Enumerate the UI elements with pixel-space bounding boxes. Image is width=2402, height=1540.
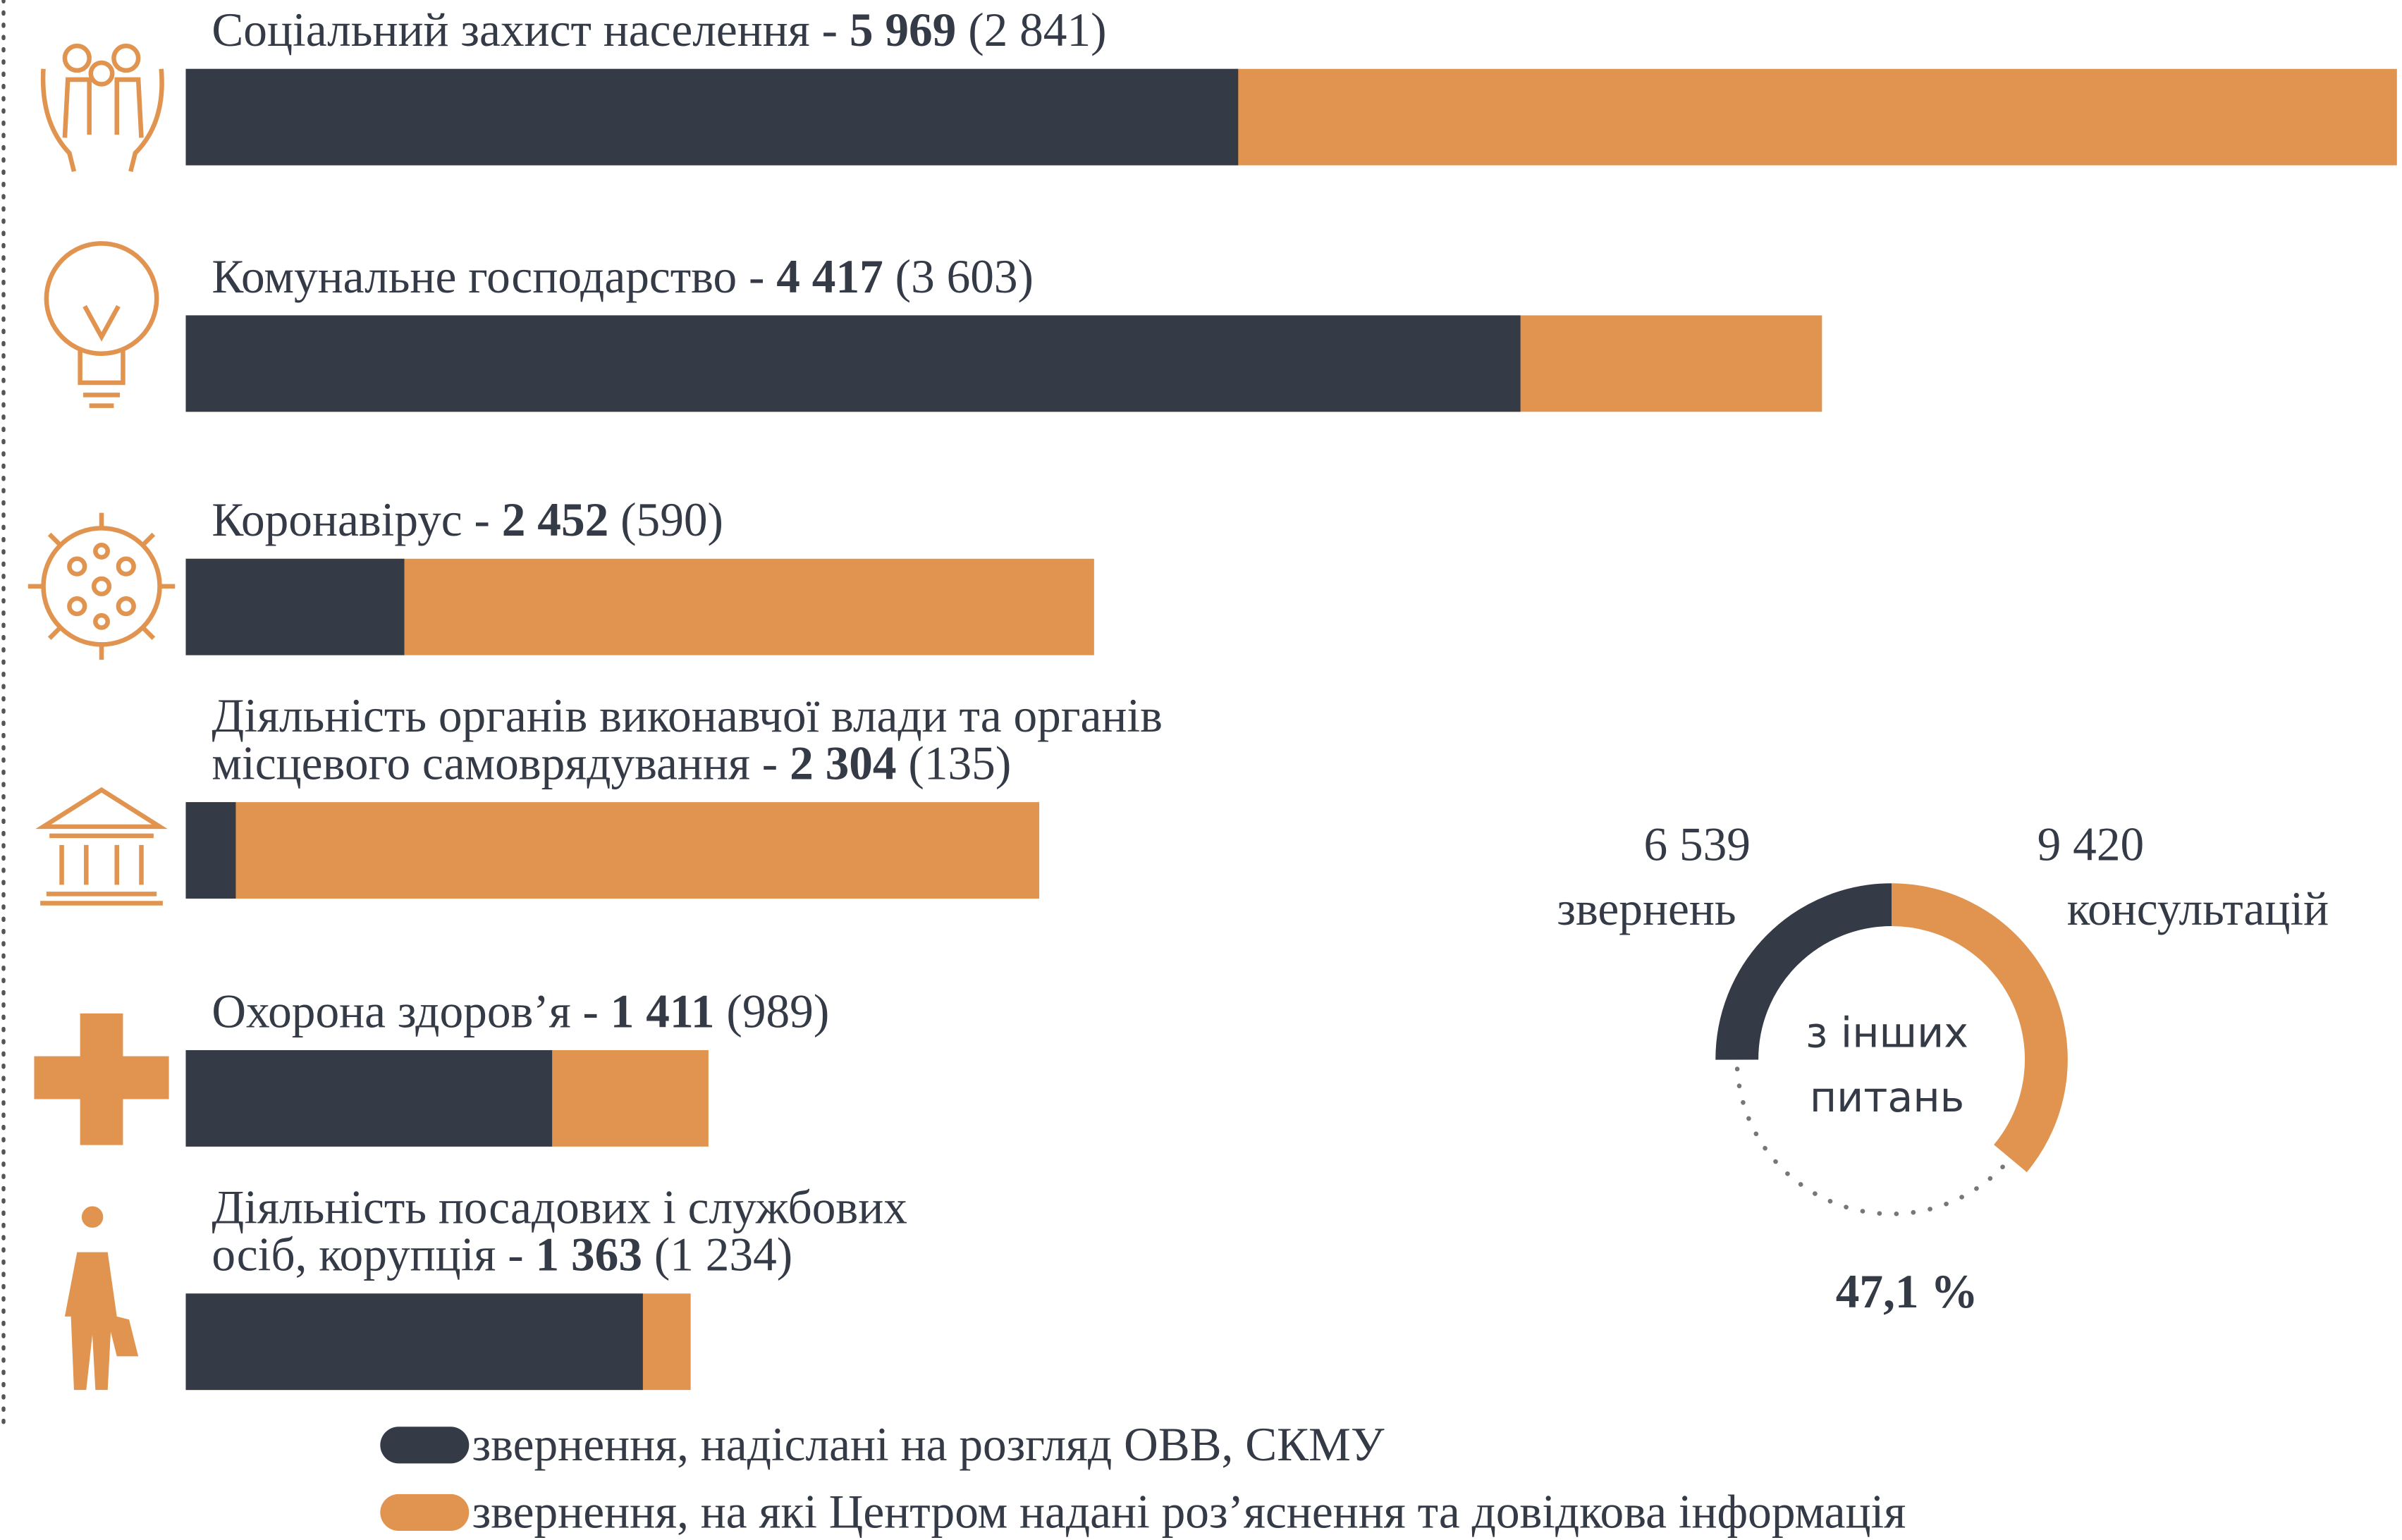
label-part: - <box>749 250 764 303</box>
label-part: 2 304 <box>790 737 897 790</box>
label-part: Коронавірус <box>212 493 462 546</box>
bar-sent <box>185 1049 553 1147</box>
category-label: Комунальне господарство - 4 417 (3 603) <box>212 250 1034 303</box>
donut-percent: 47,1 % <box>1836 1265 1978 1318</box>
label-part: 1 363 <box>536 1228 643 1281</box>
label-part: (135) <box>908 737 1011 790</box>
category-label: Охорона здоров’я - 1 411 (989) <box>212 985 829 1037</box>
category-label: Діяльність органів виконавчої влади та о… <box>212 689 1162 742</box>
icons <box>27 43 176 1391</box>
label-part: Діяльність органів виконавчої влади та о… <box>212 689 1162 742</box>
donut-center-label: питань <box>1810 1073 1964 1121</box>
legend-label: звернення, на які Центром надані роз’ясн… <box>472 1486 1906 1539</box>
label-part: Комунальне господарство <box>212 250 737 303</box>
bar-sent <box>185 802 236 899</box>
virus-icon <box>27 512 176 660</box>
label-part: - <box>474 493 490 546</box>
donut-label: консультацій <box>2067 882 2329 935</box>
donut-label: звернень <box>1557 882 1736 935</box>
label-part: Соціальний захист населення <box>212 4 809 56</box>
label-part: місцевого самоврядування <box>212 737 750 790</box>
label-part: - <box>822 4 838 56</box>
category-label: Соціальний захист населення - 5 969 (2 8… <box>212 4 1106 56</box>
donut-value: 6 539 <box>1643 818 1751 871</box>
hands-icon <box>40 43 164 173</box>
label-part: осіб, корупція <box>212 1228 496 1281</box>
bar-sent <box>185 68 1239 166</box>
category-label: Діяльність посадових і службових <box>212 1181 907 1233</box>
label-part: 2 452 <box>502 493 609 546</box>
cross-icon <box>34 1013 169 1145</box>
label-part: Охорона здоров’я <box>212 985 570 1037</box>
label-part: 1 411 <box>611 985 715 1037</box>
donut-value: 9 420 <box>2038 818 2145 871</box>
donut-segment <box>1891 883 2068 1173</box>
building-icon <box>35 787 168 906</box>
bar-sent <box>185 315 1521 412</box>
person-icon <box>64 1206 139 1391</box>
category-label: осіб, корупція - 1 363 (1 234) <box>212 1228 792 1281</box>
label-part: (1 234) <box>654 1228 792 1281</box>
label-part: Діяльність посадових і службових <box>212 1181 907 1233</box>
legend-swatch <box>380 1427 470 1464</box>
donut-segment <box>1715 883 1892 1061</box>
label-part: (3 603) <box>895 250 1034 303</box>
label-part: 4 417 <box>776 250 883 303</box>
legend-swatch <box>380 1493 470 1531</box>
category-label: Коронавірус - 2 452 (590) <box>212 493 723 546</box>
bar-total <box>185 802 1040 899</box>
bar-sent <box>185 1293 643 1391</box>
bar-sent <box>185 558 405 655</box>
label-part: (989) <box>726 985 829 1037</box>
label-part: - <box>762 737 778 790</box>
label-part: (590) <box>620 493 723 546</box>
label-part: - <box>583 985 599 1037</box>
category-label: місцевого самоврядування - 2 304 (135) <box>212 737 1011 790</box>
legend-label: звернення, надіслані на розгляд ОВВ, СКМ… <box>472 1418 1385 1471</box>
donut-center-label: з інших <box>1806 1009 1968 1057</box>
label-part: (2 841) <box>968 4 1106 56</box>
label-part: 5 969 <box>850 4 956 56</box>
bulb-icon <box>44 241 159 408</box>
label-part: - <box>508 1228 523 1281</box>
